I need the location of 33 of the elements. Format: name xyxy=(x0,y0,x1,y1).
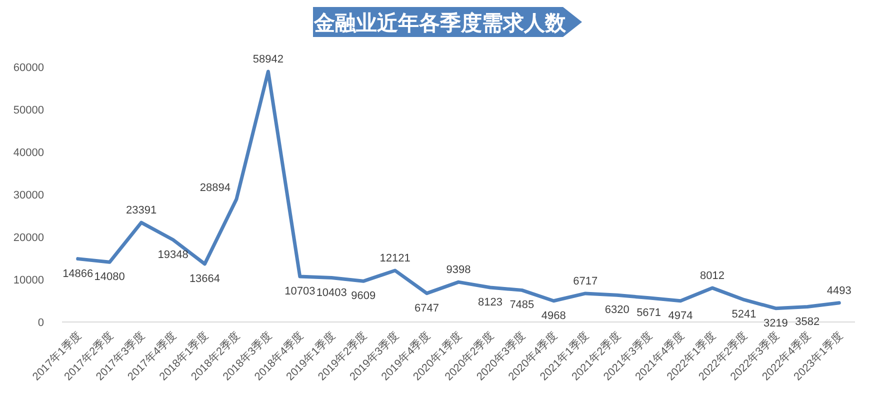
y-tick-label: 30000 xyxy=(13,190,44,202)
data-label: 3219 xyxy=(763,317,788,330)
y-tick-label: 10000 xyxy=(13,274,44,286)
y-tick-label: 20000 xyxy=(13,232,44,244)
y-tick-label: 40000 xyxy=(13,147,44,159)
chart-title: 金融业近年各季度需求人数 xyxy=(313,11,567,35)
data-label: 58942 xyxy=(252,53,284,66)
data-label: 14866 xyxy=(62,268,94,280)
data-label: 7485 xyxy=(510,299,534,312)
data-label: 3582 xyxy=(795,316,820,328)
data-label: 6320 xyxy=(604,304,630,316)
data-label: 4968 xyxy=(541,310,566,322)
y-tick-label: 50000 xyxy=(13,104,44,116)
data-label: 6717 xyxy=(573,275,598,288)
data-label: 8012 xyxy=(700,270,724,282)
data-label: 19348 xyxy=(158,248,188,261)
data-label: 23391 xyxy=(126,204,157,217)
data-label: 9609 xyxy=(351,290,376,302)
data-label: 14080 xyxy=(94,271,125,284)
data-label: 10703 xyxy=(284,286,316,298)
data-label: 4493 xyxy=(826,284,852,297)
data-label: 12121 xyxy=(380,252,410,264)
data-label: 9398 xyxy=(446,264,471,276)
data-label: 4974 xyxy=(668,310,693,322)
data-label: 28894 xyxy=(200,182,230,194)
y-tick-label: 0 xyxy=(38,317,44,329)
data-label: 5671 xyxy=(636,306,662,319)
data-label: 13664 xyxy=(189,272,220,285)
data-label: 6747 xyxy=(414,302,440,314)
data-label: 5241 xyxy=(732,308,756,321)
data-label: 10403 xyxy=(316,286,347,299)
y-tick-label: 60000 xyxy=(13,62,44,74)
data-label: 8123 xyxy=(478,296,502,308)
